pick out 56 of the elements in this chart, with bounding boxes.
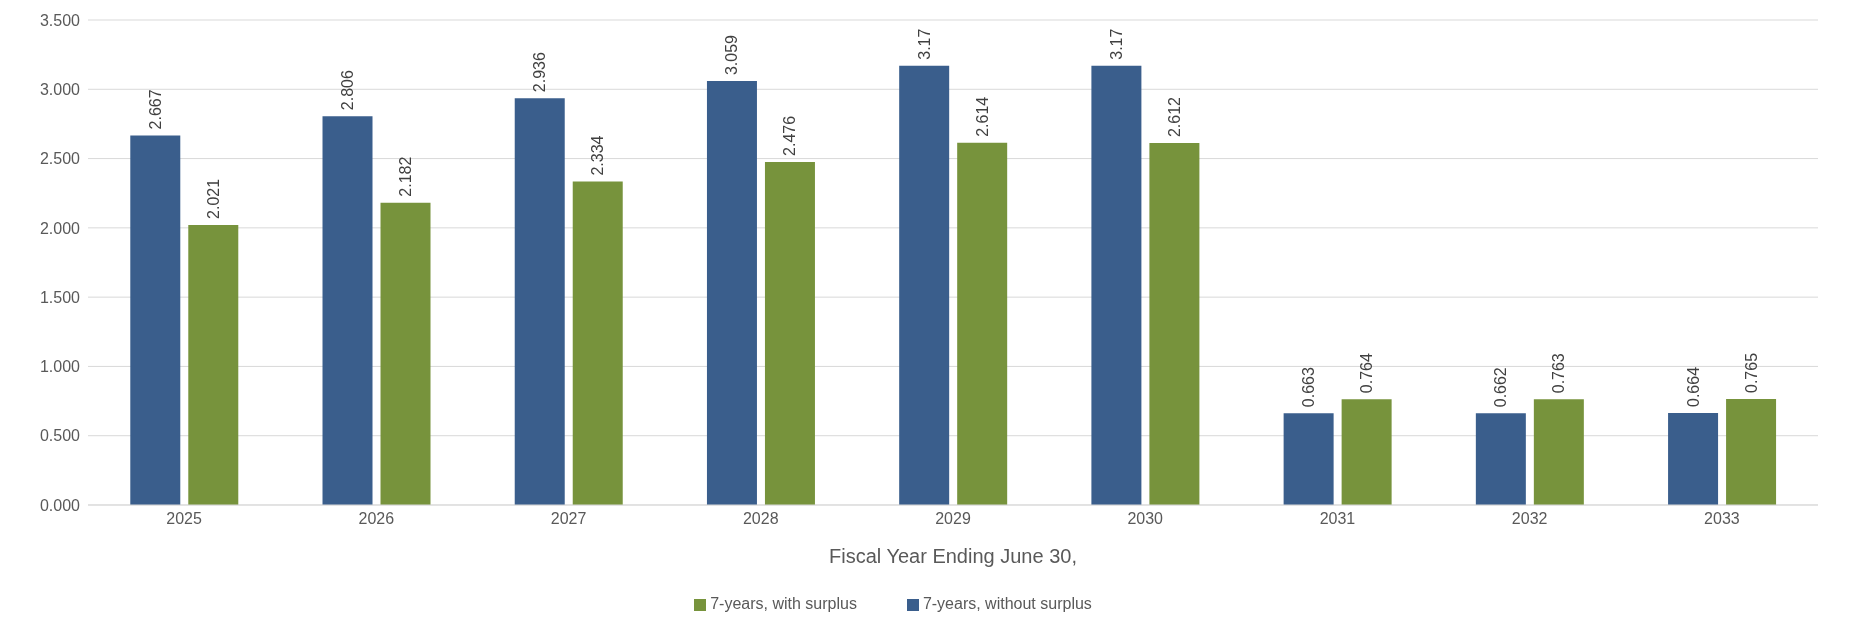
x-tick-label: 2033	[1704, 510, 1740, 528]
data-label: 2.021	[204, 178, 222, 219]
x-tick-label: 2028	[742, 510, 779, 528]
x-tick-label: 2031	[1319, 510, 1356, 528]
x-tick-label: 2025	[166, 510, 203, 528]
data-label: 3.17	[1107, 28, 1125, 60]
data-label: 0.663	[1300, 366, 1318, 408]
data-label: 0.765	[1742, 352, 1760, 393]
x-tick-label: 2026	[358, 510, 395, 528]
x-tick-label: 2027	[550, 510, 587, 528]
bar	[764, 161, 815, 505]
data-label: 3.059	[723, 34, 741, 76]
data-label: 2.476	[781, 115, 799, 156]
bar	[322, 116, 373, 505]
y-tick-label: 2.000	[39, 219, 81, 237]
bar	[1533, 399, 1584, 505]
y-tick-label: 2.500	[39, 150, 81, 168]
data-label: 2.612	[1165, 96, 1183, 138]
data-label: 0.764	[1358, 352, 1376, 394]
data-label: 2.806	[339, 70, 357, 111]
data-label: 2.614	[973, 96, 991, 137]
data-label: 2.334	[589, 135, 607, 176]
bar	[1283, 413, 1334, 505]
data-label: 0.662	[1492, 367, 1510, 408]
bar	[1726, 398, 1777, 505]
bar	[572, 181, 623, 505]
y-tick-label: 0.500	[39, 427, 81, 445]
bar	[1668, 412, 1719, 505]
data-label: 2.182	[397, 156, 415, 197]
bar	[957, 142, 1008, 505]
bar	[188, 224, 239, 505]
bar	[1341, 399, 1392, 505]
data-label: 2.936	[531, 52, 549, 93]
bar	[1091, 65, 1142, 505]
y-tick-label: 1.500	[39, 288, 81, 306]
data-label: 3.17	[915, 28, 933, 60]
bar	[514, 98, 565, 505]
data-label: 0.763	[1550, 353, 1568, 394]
legend-label: 7-years, without surplus	[922, 595, 1092, 612]
data-label: 2.667	[146, 89, 164, 130]
data-label: 0.664	[1684, 366, 1702, 407]
y-tick-label: 0.000	[39, 496, 81, 514]
y-tick-label: 3.500	[39, 11, 81, 29]
bar	[1149, 143, 1200, 505]
x-tick-label: 2030	[1127, 510, 1164, 528]
bar	[706, 81, 757, 505]
x-axis-title: Fiscal Year Ending June 30,	[829, 545, 1077, 567]
bar	[380, 202, 431, 505]
x-tick-label: 2032	[1511, 510, 1548, 528]
x-tick-label: 2029	[935, 510, 971, 528]
bar	[130, 135, 181, 505]
bar	[1475, 413, 1526, 505]
y-tick-label: 1.000	[39, 358, 81, 376]
legend-label: 7-years, with surplus	[710, 595, 857, 612]
bar	[899, 65, 950, 505]
y-tick-label: 3.000	[39, 80, 81, 98]
